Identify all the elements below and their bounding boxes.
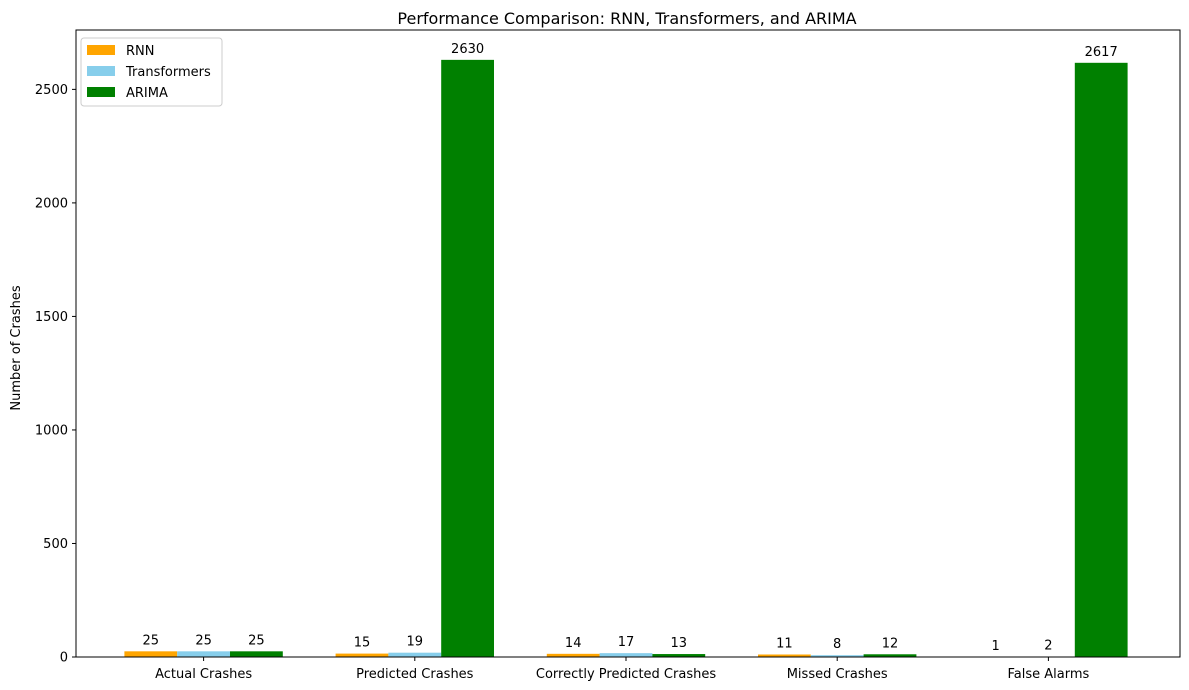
y-axis-label: Number of Crashes (9, 285, 24, 410)
bar-arima-3 (863, 654, 917, 657)
bar-rnn-0 (124, 651, 178, 657)
data-label-transformers-1: 19 (407, 635, 424, 650)
data-label-rnn-4: 1 (991, 639, 999, 654)
legend-label-rnn: RNN (126, 44, 154, 59)
data-label-arima-1: 2630 (451, 42, 484, 57)
bar-arima-1 (441, 59, 494, 658)
y-axis: 0 500 1000 1500 2000 2500 (35, 83, 76, 666)
y-tick-label: 500 (43, 537, 68, 552)
bar-arima-0 (230, 651, 283, 657)
y-tick-label: 2500 (35, 83, 68, 98)
data-label-transformers-2: 17 (618, 635, 635, 650)
data-label-arima-0: 25 (248, 633, 265, 648)
legend-label-arima: ARIMA (126, 86, 168, 101)
legend-swatch-arima (87, 87, 115, 97)
bar-rnn-2 (546, 653, 600, 657)
x-tick-label: Actual Crashes (155, 667, 252, 682)
bar-group (124, 59, 1128, 658)
data-label-rnn-0: 25 (143, 633, 160, 648)
legend-box (80, 37, 223, 107)
data-label-rnn-3: 11 (776, 637, 793, 652)
bar-arima-4 (1074, 62, 1128, 658)
x-axis: Actual Crashes Predicted Crashes Correctly… (155, 657, 1090, 682)
legend-swatch-transformers (87, 66, 115, 76)
x-tick-label: False Alarms (1008, 667, 1090, 682)
data-label-rnn-1: 15 (354, 636, 371, 651)
y-tick-label: 1500 (35, 310, 68, 325)
plot-frame (75, 29, 1181, 658)
y-tick-label: 2000 (35, 196, 68, 211)
bar-arima-2 (652, 654, 706, 657)
chart-title: Performance Comparison: RNN, Transformer… (397, 9, 856, 28)
bar-transformers-3 (810, 655, 864, 657)
data-label-transformers-4: 2 (1044, 639, 1052, 654)
bar-transformers-0 (177, 651, 230, 657)
data-label-rnn-2: 14 (565, 636, 582, 651)
data-label-arima-3: 12 (882, 636, 899, 651)
data-label-transformers-3: 8 (833, 637, 841, 652)
y-tick-label: 1000 (35, 423, 68, 438)
data-label-arima-2: 13 (671, 636, 688, 651)
bar-rnn-3 (758, 654, 811, 657)
x-tick-label: Missed Crashes (787, 667, 888, 682)
legend: RNN Transformers ARIMA (80, 37, 223, 107)
data-label-arima-4: 2617 (1085, 45, 1118, 60)
bar-rnn-1 (335, 653, 389, 657)
y-tick-label: 0 (60, 651, 68, 666)
legend-swatch-rnn (87, 45, 115, 55)
legend-label-transformers: Transformers (125, 65, 211, 80)
x-tick-label: Correctly Predicted Crashes (536, 667, 716, 682)
data-label-transformers-0: 25 (195, 633, 212, 648)
bar-transformers-2 (599, 653, 653, 657)
x-tick-label: Predicted Crashes (356, 667, 474, 682)
bar-transformers-1 (388, 652, 442, 657)
